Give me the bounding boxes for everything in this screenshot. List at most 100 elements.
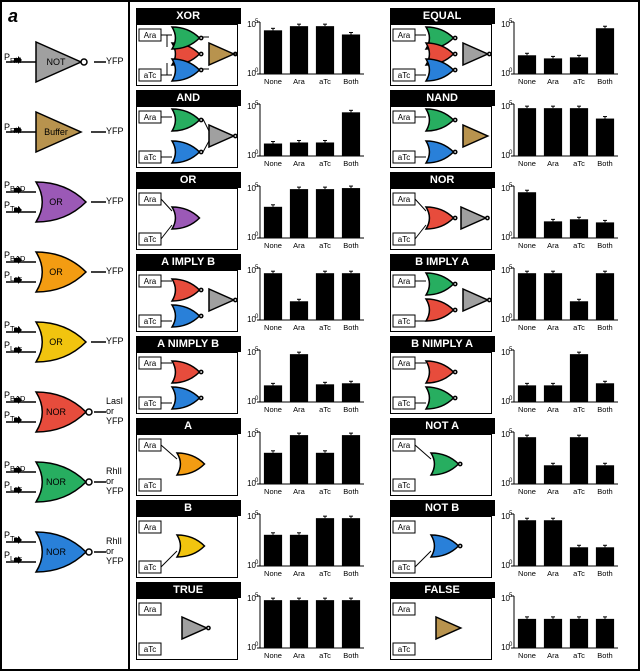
logic-title: B IMPLY A (390, 254, 495, 270)
gate-input-2: PLas (4, 550, 22, 563)
svg-text:Ara: Ara (397, 31, 410, 40)
svg-text:Ara: Ara (397, 441, 410, 450)
wiring-svg: Ara aTc (391, 517, 491, 577)
svg-text:NOR: NOR (46, 547, 67, 557)
svg-text:0: 0 (509, 478, 513, 484)
gate-svg: Buffer (6, 108, 131, 166)
svg-text:Both: Both (597, 651, 612, 660)
svg-text:Ara: Ara (547, 651, 560, 660)
svg-text:Both: Both (597, 569, 612, 578)
svg-text:aTc: aTc (143, 645, 155, 654)
wiring-box: Ara aTc (136, 106, 238, 168)
svg-text:Ara: Ara (397, 113, 410, 122)
svg-text:aTc: aTc (143, 563, 155, 572)
svg-text:Both: Both (597, 405, 612, 414)
bar-chart: 105 100 NoneAraaTcBoth (238, 418, 377, 496)
svg-text:aTc: aTc (397, 317, 409, 326)
svg-text:Ara: Ara (547, 569, 560, 578)
wiring-box: Ara aTc (390, 270, 492, 332)
logic-cell-false: FALSE Ara aTc 105 100 NoneAraaTcBoth (390, 582, 640, 660)
logic-title: A (136, 418, 241, 434)
bar-chart: 105 100 NoneAraaTcBoth (238, 500, 377, 578)
svg-text:None: None (518, 323, 536, 332)
svg-text:aTc: aTc (573, 159, 585, 168)
gate-input-1: PBAD (4, 460, 25, 473)
svg-text:None: None (264, 159, 282, 168)
svg-text:aTc: aTc (397, 645, 409, 654)
gate-input-1: PRhl (4, 52, 21, 65)
svg-text:Both: Both (597, 241, 612, 250)
svg-text:Both: Both (343, 569, 358, 578)
panel-a: а NOT PRhl YFP Buffer PRhl YFP OR PBAD P… (2, 2, 130, 669)
svg-text:Ara: Ara (143, 605, 156, 614)
logic-cell-nand: NAND Ara aTc 105 100 NoneAraaTcBoth (390, 90, 640, 168)
logic-cell-equal: EQUAL Ara aTc 105 100 NoneAraaTcBoth (390, 8, 640, 86)
logic-title: A IMPLY B (136, 254, 241, 270)
wiring-box: Ara aTc (390, 516, 492, 578)
svg-text:0: 0 (255, 68, 259, 74)
wiring-svg: Ara aTc (391, 189, 491, 249)
gate-input-1: PRhl (4, 122, 21, 135)
svg-text:Ara: Ara (143, 277, 156, 286)
svg-text:0: 0 (509, 150, 513, 156)
svg-text:aTc: aTc (397, 235, 409, 244)
svg-text:Both: Both (343, 77, 358, 86)
svg-text:Ara: Ara (293, 323, 306, 332)
svg-text:aTc: aTc (319, 323, 331, 332)
svg-text:aTc: aTc (573, 323, 585, 332)
logic-cell-or: OR Ara aTc 105 100 NoneAraaTcBoth (136, 172, 386, 250)
bar-chart: 105 100 NoneAraaTcBoth (492, 500, 631, 578)
svg-text:Ara: Ara (547, 77, 560, 86)
logic-cell-b-imply-a: B IMPLY A Ara aTc 105 100 NoneAraaTcBoth (390, 254, 640, 332)
svg-text:aTc: aTc (319, 569, 331, 578)
svg-text:Ara: Ara (293, 405, 306, 414)
wiring-box: Ara aTc (136, 270, 238, 332)
svg-text:aTc: aTc (319, 487, 331, 496)
svg-text:Ara: Ara (143, 523, 156, 532)
wiring-svg: Ara aTc (137, 353, 237, 413)
svg-text:Ara: Ara (143, 31, 156, 40)
svg-text:Ara: Ara (397, 605, 410, 614)
gate-input-2: PLas (4, 480, 22, 493)
gate-row-nor: NOR PBAD PLas RhlIorYFP (6, 458, 126, 520)
wiring-svg: Ara aTc (391, 435, 491, 495)
gate-input-1: PBAD (4, 390, 25, 403)
wiring-svg: Ara aTc (137, 107, 237, 167)
svg-text:aTc: aTc (143, 481, 155, 490)
svg-text:Ara: Ara (397, 195, 410, 204)
bar-chart: 105 100 NoneAraaTcBoth (492, 90, 631, 168)
gate-input-2: PTet (4, 410, 20, 423)
logic-title: B (136, 500, 241, 516)
svg-text:Ara: Ara (397, 359, 410, 368)
wiring-box: Ara aTc (136, 434, 238, 496)
svg-text:Ara: Ara (547, 487, 560, 496)
wiring-svg: Ara aTc (137, 189, 237, 249)
svg-text:aTc: aTc (319, 405, 331, 414)
svg-text:None: None (518, 569, 536, 578)
svg-text:0: 0 (255, 478, 259, 484)
svg-text:None: None (264, 569, 282, 578)
svg-text:Ara: Ara (547, 159, 560, 168)
svg-text:Ara: Ara (143, 359, 156, 368)
svg-text:OR: OR (49, 197, 63, 207)
logic-cell-b-nimply-a: B NIMPLY A Ara aTc 105 100 NoneAraaTcBot… (390, 336, 640, 414)
bar-chart: 105 100 NoneAraaTcBoth (492, 254, 631, 332)
svg-text:Both: Both (343, 405, 358, 414)
gate-svg: OR (6, 318, 131, 376)
logic-cell-not-b: NOT B Ara aTc 105 100 NoneAraaTcBoth (390, 500, 640, 578)
svg-text:None: None (264, 323, 282, 332)
bar-chart: 105 100 NoneAraaTcBoth (492, 8, 631, 86)
wiring-svg: Ara aTc (137, 517, 237, 577)
logic-title: EQUAL (390, 8, 495, 24)
svg-text:None: None (264, 241, 282, 250)
svg-text:0: 0 (255, 396, 259, 402)
svg-text:None: None (518, 77, 536, 86)
gate-row-or: OR PBAD PTet YFP (6, 178, 126, 240)
svg-text:aTc: aTc (143, 153, 155, 162)
gate-input-1: PBAD (4, 180, 25, 193)
wiring-svg: Ara aTc (137, 25, 237, 85)
svg-text:Ara: Ara (293, 487, 306, 496)
svg-text:aTc: aTc (143, 235, 155, 244)
svg-text:aTc: aTc (319, 651, 331, 660)
bar-chart: 105 100 NoneAraaTcBoth (238, 8, 377, 86)
